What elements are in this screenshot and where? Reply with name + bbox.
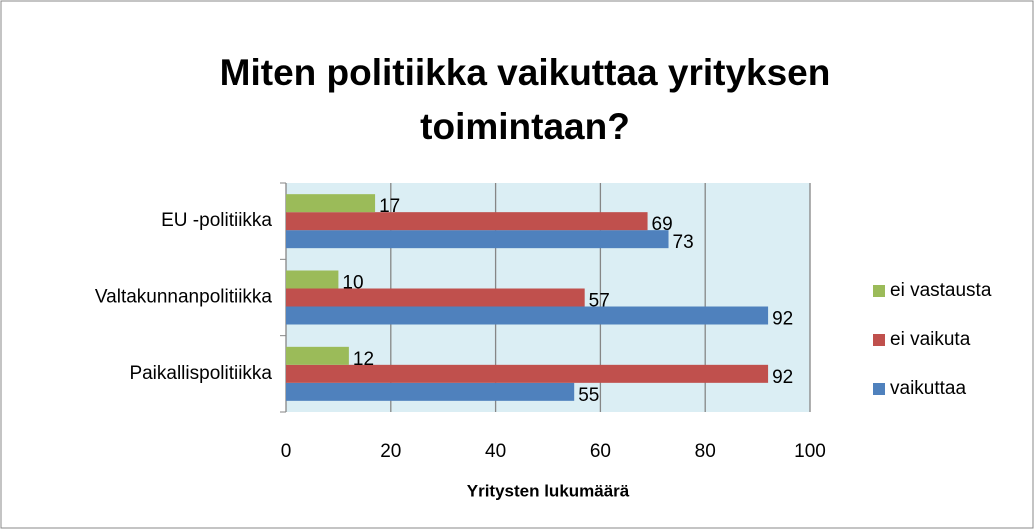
bar [286,212,648,231]
legend-label: ei vaikuta [890,329,971,350]
data-label: 69 [652,214,673,235]
bar [286,306,769,325]
bar [286,270,339,289]
legend-label: ei vastausta [890,280,992,301]
data-label: 10 [342,273,363,294]
bar [286,288,585,307]
x-tick-label: 40 [485,441,506,462]
data-label: 55 [578,385,599,406]
x-tick-label: 20 [380,441,401,462]
bar [286,346,349,365]
legend-label: vaikuttaa [890,378,966,399]
bar [286,194,376,213]
data-label: 12 [353,349,374,370]
x-tick-label: 100 [794,441,826,462]
data-label: 73 [673,232,694,253]
legend-swatch [873,383,885,395]
x-tick-label: 60 [590,441,611,462]
chart-title: Miten politiikka vaikuttaa yrityksen toi… [219,52,831,147]
data-label: 92 [772,309,793,330]
legend-swatch [873,285,885,297]
x-tick-label: 0 [281,441,292,462]
x-tick-label: 80 [695,441,716,462]
y-tick-label: EU -politiikka [161,210,272,231]
y-tick-label: Paikallispolitiikka [129,363,272,384]
bar [286,230,669,249]
x-axis-title: Yritysten lukumäärä [467,481,630,500]
y-tick-label: Valtakunnanpolitiikka [95,287,273,308]
bar [286,382,575,401]
legend-swatch [873,334,885,346]
data-label: 92 [772,367,793,388]
data-label: 57 [589,291,610,312]
data-label: 17 [379,196,400,217]
bar [286,364,769,383]
